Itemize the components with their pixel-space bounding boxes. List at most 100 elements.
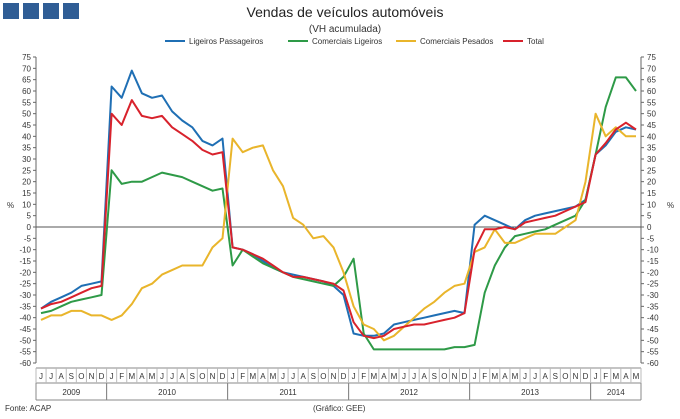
y-tick-label-right: -60 [647, 359, 659, 368]
x-tick-label-month: J [281, 372, 285, 381]
x-tick-label-month: A [422, 372, 428, 381]
credit-note: (Gráfico: GEE) [313, 404, 366, 413]
y-tick-label-left: 55 [22, 98, 31, 107]
x-tick-label-year: 2011 [279, 388, 297, 397]
y-tick-label-right: -15 [647, 257, 659, 266]
x-tick-label-month: M [612, 372, 619, 381]
series-line-comerciais-ligeiros [40, 76, 637, 351]
x-tick-label-month: F [240, 372, 245, 381]
x-tick-label-month: A [139, 372, 145, 381]
legend-label-total: Total [527, 37, 544, 46]
series-line-total [40, 99, 637, 340]
x-tick-label-month: O [441, 372, 447, 381]
x-tick-label-month: J [160, 372, 164, 381]
x-tick-label-month: N [573, 372, 579, 381]
y-tick-label-left: 60 [22, 87, 31, 96]
y-tick-label-right: 40 [647, 132, 656, 141]
y-tick-label-left: 45 [22, 121, 31, 130]
y-tick-label-left: -45 [19, 325, 31, 334]
logo-square-1 [3, 3, 19, 19]
x-tick-label-month: O [199, 372, 205, 381]
x-tick-label-month: D [583, 372, 589, 381]
x-tick-label-month: S [553, 372, 558, 381]
x-tick-label-month: J [110, 372, 114, 381]
y-tick-label-right: -20 [647, 268, 659, 277]
legend-label-comerciais-pesados: Comerciais Pesados [420, 37, 493, 46]
y-tick-label-right: -35 [647, 302, 659, 311]
y-tick-label-left: 20 [22, 178, 31, 187]
legend-label-ligeiros-passageiros: Ligeiros Passageiros [189, 37, 263, 46]
y-tick-label-left: -20 [19, 268, 31, 277]
x-tick-label-month: J [523, 372, 527, 381]
y-tick-label-left: 5 [27, 212, 32, 221]
x-tick-label-month: M [633, 372, 640, 381]
y-tick-label-left: -60 [19, 359, 31, 368]
y-tick-label-right: 35 [647, 144, 656, 153]
y-tick-label-left: 30 [22, 155, 31, 164]
series-line-comerciais-pesados [40, 112, 636, 342]
x-tick-label-month: J [39, 372, 43, 381]
x-tick-label-month: A [301, 372, 307, 381]
y-tick-label-right: 75 [647, 53, 656, 62]
y-tick-label-left: 65 [22, 76, 31, 85]
x-tick-label-month: J [231, 372, 235, 381]
y-tick-label-left: 10 [22, 200, 31, 209]
x-tick-label-year: 2009 [62, 388, 80, 397]
x-tick-label-month: O [562, 372, 568, 381]
y-tick-label-left: -10 [19, 246, 31, 255]
x-tick-label-month: J [594, 372, 598, 381]
x-tick-label-month: D [220, 372, 226, 381]
y-tick-label-left: -5 [24, 234, 32, 243]
y-tick-label-right: 60 [647, 87, 656, 96]
x-tick-label-month: J [533, 372, 537, 381]
x-tick-label-month: N [452, 372, 458, 381]
x-tick-label-month: J [473, 372, 477, 381]
x-tick-label-month: D [462, 372, 468, 381]
x-tick-label-month: O [320, 372, 326, 381]
y-tick-label-right: -25 [647, 280, 659, 289]
x-tick-label-month: A [543, 372, 549, 381]
x-tick-label-month: N [331, 372, 337, 381]
y-tick-label-right: 70 [647, 64, 656, 73]
x-tick-label-month: M [391, 372, 398, 381]
logo-square-3 [43, 3, 59, 19]
x-tick-label-month: M [491, 372, 498, 381]
x-tick-label-month: D [99, 372, 105, 381]
x-tick-label-year: 2013 [521, 388, 539, 397]
x-tick-label-month: A [260, 372, 266, 381]
y-tick-label-left: -15 [19, 257, 31, 266]
y-axis-label-left: % [7, 201, 14, 210]
y-tick-label-right: -5 [647, 234, 655, 243]
source-note: Fonte: ACAP [5, 404, 51, 413]
x-tick-label-month: F [119, 372, 124, 381]
y-tick-label-right: 10 [647, 200, 656, 209]
x-tick-label-month: M [249, 372, 256, 381]
x-tick-label-month: J [49, 372, 53, 381]
logo-square-2 [23, 3, 39, 19]
x-tick-label-month: J [291, 372, 295, 381]
x-tick-label-month: M [149, 372, 156, 381]
x-tick-label-month: A [623, 372, 629, 381]
y-tick-label-right: -40 [647, 314, 659, 323]
y-tick-label-right: 5 [647, 212, 652, 221]
y-tick-label-right: 30 [647, 155, 656, 164]
x-tick-label-month: A [502, 372, 508, 381]
x-tick-label-year: 2010 [158, 388, 176, 397]
y-tick-label-left: 70 [22, 64, 31, 73]
y-tick-label-left: -30 [19, 291, 31, 300]
x-tick-label-month: F [482, 372, 487, 381]
y-tick-label-right: -30 [647, 291, 659, 300]
x-tick-label-year: 2012 [400, 388, 418, 397]
y-tick-label-left: 75 [22, 53, 31, 62]
chart-subtitle: (VH acumulada) [309, 24, 381, 35]
y-tick-label-left: -35 [19, 302, 31, 311]
chart-title: Vendas de veículos automóveis [247, 4, 444, 20]
y-tick-label-left: -25 [19, 280, 31, 289]
x-tick-label-month: M [370, 372, 377, 381]
y-tick-label-right: 15 [647, 189, 656, 198]
y-tick-label-left: 50 [22, 110, 31, 119]
y-tick-label-right: -50 [647, 336, 659, 345]
y-tick-label-right: -45 [647, 325, 659, 334]
x-tick-label-month: M [270, 372, 277, 381]
